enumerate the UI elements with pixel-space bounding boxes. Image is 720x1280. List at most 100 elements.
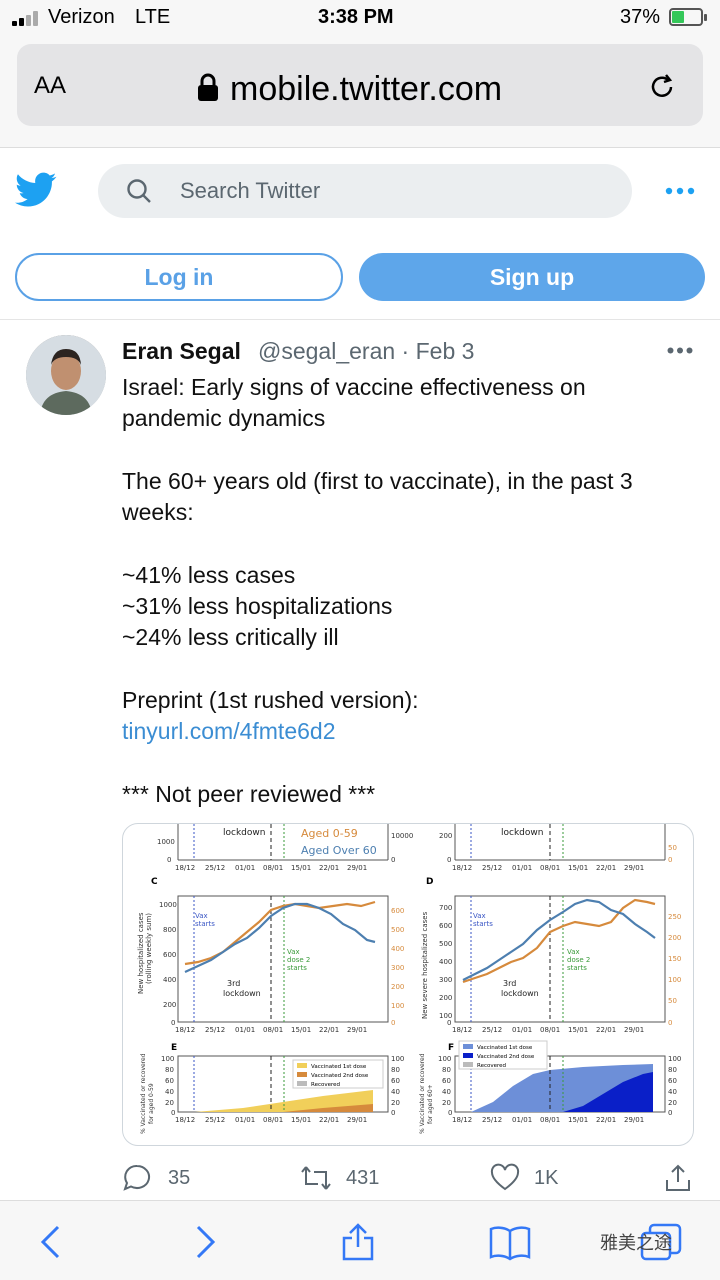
svg-text:100: 100 [668, 1055, 681, 1063]
svg-text:29/01: 29/01 [347, 1026, 367, 1034]
svg-text:01/01: 01/01 [512, 1026, 532, 1034]
svg-text:10000: 10000 [391, 832, 413, 840]
search-input[interactable]: Search Twitter [180, 178, 321, 203]
address-bar[interactable]: AA mobile.twitter.com [17, 44, 703, 126]
svg-text:60: 60 [668, 1077, 677, 1085]
svg-text:Vax: Vax [195, 912, 208, 920]
svg-text:18/12: 18/12 [175, 1116, 195, 1124]
bookmarks-icon[interactable] [488, 1223, 532, 1261]
svg-text:dose 2: dose 2 [287, 956, 310, 964]
tweet-more-icon[interactable] [667, 347, 693, 354]
svg-text:22/01: 22/01 [596, 864, 616, 872]
svg-text:18/12: 18/12 [452, 864, 472, 872]
more-menu-icon[interactable] [665, 187, 695, 195]
svg-text:150: 150 [668, 955, 681, 963]
reply-count: 35 [168, 1167, 191, 1189]
svg-text:15/01: 15/01 [568, 864, 588, 872]
svg-text:25/12: 25/12 [482, 864, 502, 872]
signup-button[interactable]: Sign up [359, 253, 705, 301]
svg-text:200: 200 [439, 832, 452, 840]
carrier-label: Verizon [48, 6, 115, 28]
twitter-logo-icon[interactable] [15, 172, 57, 208]
svg-text:lockdown: lockdown [223, 989, 261, 998]
back-icon[interactable] [38, 1223, 62, 1261]
svg-text:New severe hospitalized cases: New severe hospitalized cases [421, 911, 429, 1019]
tweet-image[interactable]: lockdown Aged 0-59 Aged Over 60 1000 0 1… [122, 823, 694, 1146]
like-icon[interactable] [490, 1163, 520, 1193]
svg-text:1000: 1000 [159, 901, 177, 909]
svg-text:15/01: 15/01 [568, 1116, 588, 1124]
svg-text:15/01: 15/01 [291, 864, 311, 872]
svg-text:dose 2: dose 2 [567, 956, 590, 964]
svg-text:Vaccinated 1st dose: Vaccinated 1st dose [311, 1064, 367, 1070]
svg-text:15/01: 15/01 [568, 1026, 588, 1034]
top-right-panel: lockdown 200 0 50 0 [439, 824, 677, 864]
login-button[interactable]: Log in [15, 253, 343, 301]
svg-text:0: 0 [167, 856, 171, 864]
chart-figure: lockdown Aged 0-59 Aged Over 60 1000 0 1… [137, 824, 681, 1134]
svg-text:20: 20 [442, 1099, 451, 1107]
svg-text:20: 20 [165, 1099, 174, 1107]
text-size-button[interactable]: AA [34, 72, 67, 99]
author-name[interactable]: Eran Segal [122, 338, 241, 364]
share-icon[interactable] [664, 1163, 692, 1193]
svg-text:100: 100 [668, 976, 681, 984]
svg-text:% Vaccinated or recovered: % Vaccinated or recovered [419, 1053, 426, 1134]
svg-text:25/12: 25/12 [205, 1026, 225, 1034]
panel-c: C Vax starts Vax dose 2 starts 3rd lockd… [137, 877, 404, 1034]
search-box[interactable]: Search Twitter [98, 164, 632, 218]
share-sheet-icon[interactable] [340, 1223, 376, 1261]
svg-text:100: 100 [439, 1012, 452, 1020]
svg-text:18/12: 18/12 [452, 1026, 472, 1034]
svg-text:New hospitalized cases: New hospitalized cases [137, 912, 145, 994]
tabs-icon[interactable] [640, 1223, 682, 1261]
signal-icon [12, 10, 42, 26]
top-x-ticks: 18/12 25/12 01/01 08/01 15/01 22/01 29/01 18/1… [175, 864, 644, 872]
svg-text:100: 100 [438, 1055, 451, 1063]
reload-icon[interactable] [647, 72, 677, 102]
panel-d: D Vax starts Vax dose 2 starts 3rd lockd… [421, 877, 681, 1034]
svg-text:800: 800 [163, 926, 176, 934]
svg-text:18/12: 18/12 [175, 864, 195, 872]
svg-text:1000: 1000 [157, 838, 175, 846]
svg-text:0: 0 [391, 1019, 395, 1027]
lockdown-label: lockdown [501, 828, 543, 838]
svg-text:40: 40 [442, 1088, 451, 1096]
browser-bottom-bar: 雅美之途 [0, 1200, 720, 1280]
svg-text:25/12: 25/12 [205, 1116, 225, 1124]
svg-text:01/01: 01/01 [512, 864, 532, 872]
svg-text:500: 500 [439, 940, 452, 948]
watermark-text: 雅美之途 [600, 1233, 672, 1253]
network-label: LTE [135, 6, 171, 28]
svg-text:60: 60 [391, 1077, 400, 1085]
svg-text:250: 250 [668, 913, 681, 921]
forward-icon[interactable] [194, 1223, 218, 1261]
svg-text:25/12: 25/12 [205, 864, 225, 872]
legend-aged-0-59: Aged 0-59 [301, 827, 358, 840]
tweet-text-line: ~31% less hospitalizations [122, 593, 393, 619]
reply-icon[interactable] [122, 1163, 152, 1193]
svg-text:50: 50 [668, 997, 677, 1005]
svg-text:22/01: 22/01 [319, 1116, 339, 1124]
svg-text:80: 80 [391, 1066, 400, 1074]
twitter-header: Search Twitter Log in Sign up [0, 150, 720, 320]
svg-text:08/01: 08/01 [263, 864, 283, 872]
author-handle-date[interactable]: @segal_eran · Feb 3 [258, 338, 475, 364]
battery-percent: 37% [620, 6, 661, 28]
panel-e: E Vaccinated 1st dose Vaccinated 2nd dos… [140, 1043, 404, 1134]
svg-text:Vaccinated 2nd dose: Vaccinated 2nd dose [477, 1054, 535, 1060]
svg-text:100: 100 [391, 1055, 404, 1063]
preprint-link[interactable]: tinyurl.com/4fmte6d2 [122, 718, 336, 744]
avatar[interactable] [26, 335, 106, 415]
svg-text:starts: starts [287, 964, 307, 972]
svg-text:starts: starts [567, 964, 587, 972]
retweet-icon[interactable] [300, 1163, 332, 1193]
lock-icon [198, 73, 218, 101]
svg-text:100: 100 [161, 1055, 174, 1063]
svg-text:100: 100 [391, 1002, 404, 1010]
svg-text:01/01: 01/01 [512, 1116, 532, 1124]
legend-aged-over-60: Aged Over 60 [301, 844, 377, 857]
svg-text:3rd: 3rd [503, 979, 516, 988]
svg-text:400: 400 [391, 945, 404, 953]
svg-text:20: 20 [391, 1099, 400, 1107]
